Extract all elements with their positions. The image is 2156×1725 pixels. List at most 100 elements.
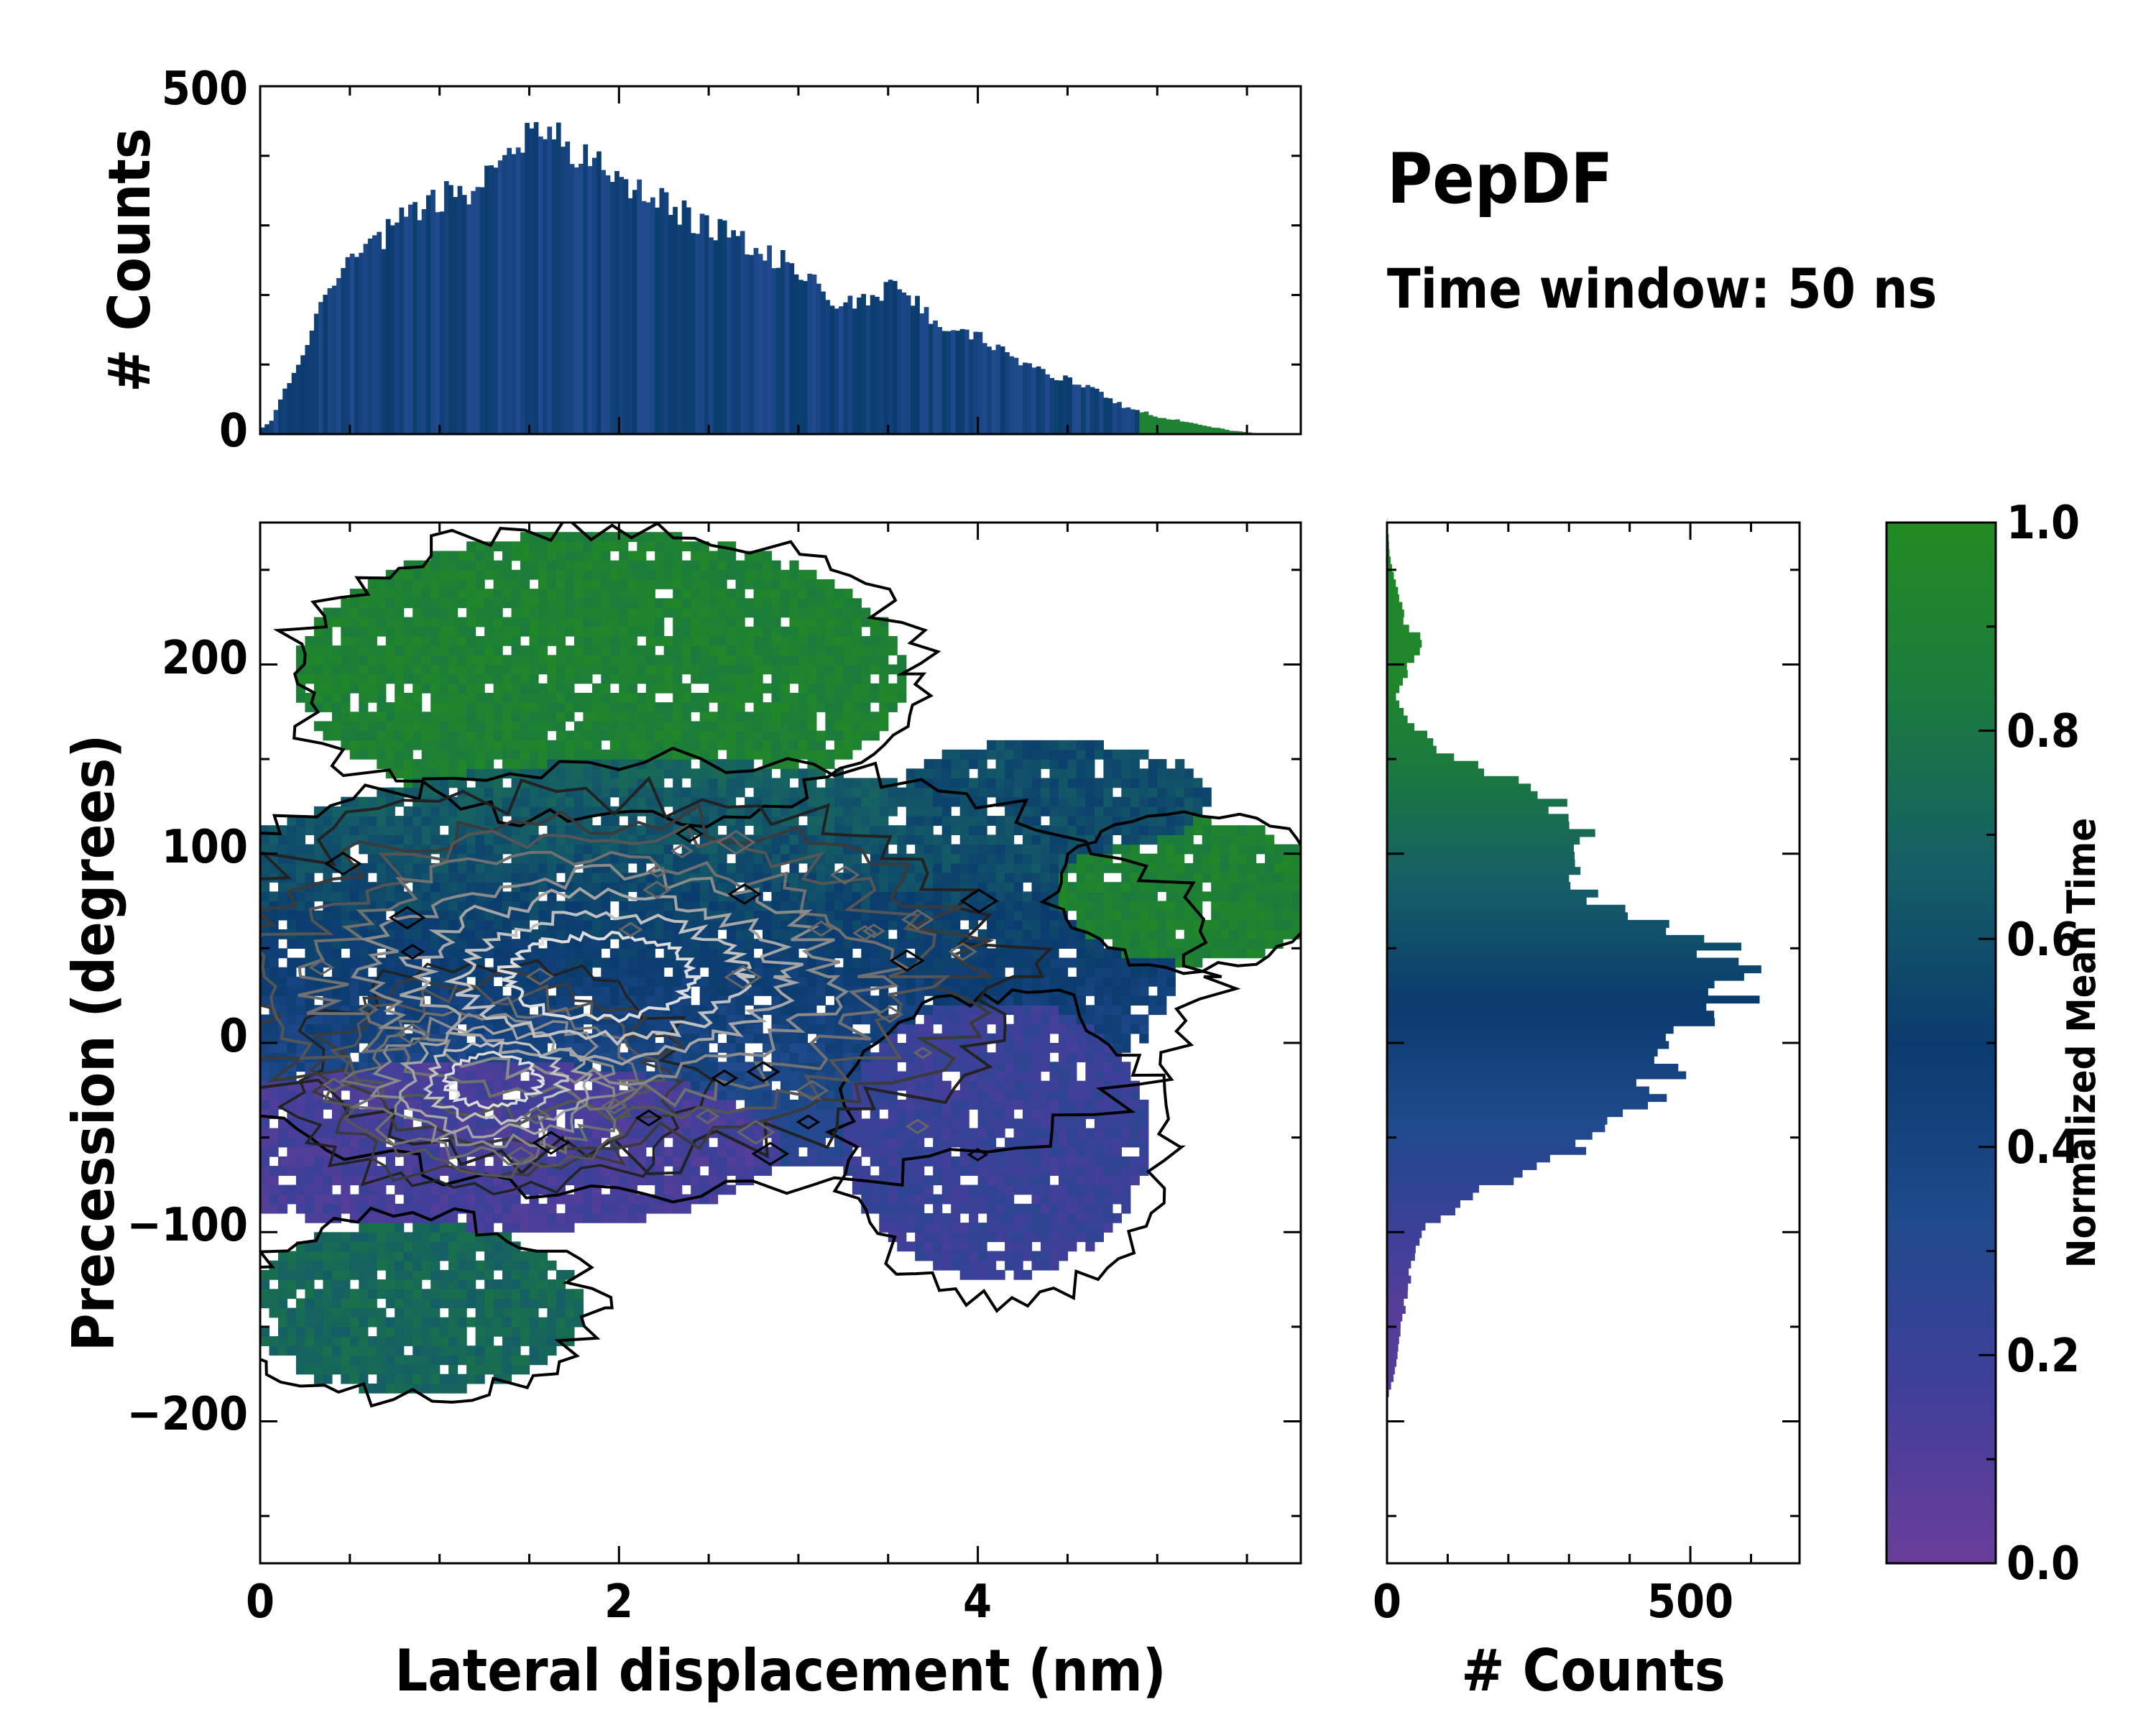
heatmap-cell bbox=[556, 1326, 566, 1337]
heatmap-cell bbox=[771, 607, 781, 618]
heatmap-cell bbox=[520, 873, 530, 883]
heatmap-cell bbox=[556, 796, 566, 807]
heatmap-cell bbox=[413, 598, 423, 609]
heatmap-cell bbox=[413, 1100, 423, 1110]
heatmap-cell bbox=[395, 1383, 405, 1394]
heatmap-cell bbox=[520, 1269, 530, 1280]
heatmap-cell bbox=[807, 796, 817, 807]
heatmap-cell bbox=[511, 1279, 521, 1289]
top-histogram-bar bbox=[349, 253, 355, 434]
heatmap-cell bbox=[341, 1232, 351, 1243]
heatmap-cell bbox=[341, 834, 351, 845]
heatmap-cell bbox=[403, 579, 413, 589]
heatmap-cell bbox=[331, 844, 341, 855]
heatmap-cell bbox=[834, 607, 844, 618]
heatmap-cell bbox=[807, 1024, 817, 1034]
heatmap-cell bbox=[331, 1137, 341, 1148]
heatmap-cell bbox=[305, 844, 315, 855]
heatmap-cell bbox=[763, 683, 773, 694]
heatmap-cell bbox=[745, 1033, 755, 1044]
heatmap-cell bbox=[735, 655, 745, 666]
heatmap-cell bbox=[511, 844, 521, 855]
heatmap-cell bbox=[341, 1184, 351, 1195]
heatmap-cell bbox=[313, 1260, 323, 1271]
heatmap-cell bbox=[413, 617, 423, 627]
heatmap-cell bbox=[529, 589, 539, 599]
heatmap-cell bbox=[565, 796, 575, 807]
heatmap-cell bbox=[627, 957, 637, 968]
heatmap-cell bbox=[484, 1260, 494, 1271]
heatmap-cell bbox=[717, 560, 727, 571]
heatmap-cell bbox=[484, 655, 494, 666]
heatmap-cell bbox=[385, 1346, 395, 1356]
heatmap-cell bbox=[771, 730, 781, 741]
heatmap-cell bbox=[430, 730, 441, 741]
heatmap-cell bbox=[619, 636, 629, 646]
heatmap-cell bbox=[727, 1146, 737, 1157]
heatmap-cell bbox=[763, 787, 773, 798]
heatmap-cell bbox=[260, 1336, 270, 1346]
heatmap-cell bbox=[538, 1203, 548, 1214]
heatmap-cell bbox=[637, 1024, 647, 1034]
heatmap-cell bbox=[278, 844, 288, 855]
heatmap-cell bbox=[556, 721, 566, 732]
heatmap-cell bbox=[852, 607, 862, 618]
top-histogram-bar bbox=[489, 165, 494, 434]
heatmap-cell bbox=[367, 1024, 377, 1034]
heatmap-cell bbox=[547, 834, 557, 845]
heatmap-cell bbox=[341, 712, 351, 722]
heatmap-cell bbox=[421, 1336, 431, 1346]
heatmap-cell bbox=[591, 1213, 602, 1223]
heatmap-cell bbox=[475, 551, 485, 561]
heatmap-cell bbox=[466, 862, 476, 873]
heatmap-cell bbox=[834, 939, 844, 949]
heatmap-cell bbox=[852, 910, 862, 921]
heatmap-cell bbox=[403, 730, 413, 741]
heatmap-cell bbox=[609, 749, 619, 760]
heatmap-cell bbox=[341, 636, 351, 646]
heatmap-cell bbox=[745, 1166, 755, 1176]
heatmap-cell bbox=[601, 598, 611, 609]
heatmap-cell bbox=[413, 1355, 423, 1366]
top-histogram-bar bbox=[632, 190, 637, 434]
top-histogram-bar bbox=[731, 230, 736, 434]
heatmap-cell bbox=[861, 1146, 871, 1157]
heatmap-cell bbox=[448, 1194, 459, 1205]
heatmap-cell bbox=[385, 1260, 395, 1271]
top-histogram-bar bbox=[825, 300, 831, 434]
heatmap-cell bbox=[789, 598, 799, 609]
heatmap-cell bbox=[331, 1166, 341, 1176]
heatmap-cell bbox=[538, 1213, 548, 1223]
heatmap-cell bbox=[556, 740, 566, 750]
heatmap-cell bbox=[502, 598, 512, 609]
heatmap-cell bbox=[627, 1213, 637, 1223]
top-histogram-bar bbox=[377, 231, 382, 434]
heatmap-cell bbox=[825, 853, 835, 864]
heatmap-cell bbox=[717, 692, 727, 703]
heatmap-cell bbox=[771, 645, 781, 656]
heatmap-cell bbox=[403, 692, 413, 703]
heatmap-cell bbox=[565, 948, 575, 959]
heatmap-cell bbox=[395, 1289, 405, 1300]
heatmap-cell bbox=[753, 986, 763, 996]
heatmap-cell bbox=[349, 1260, 359, 1271]
heatmap-cell bbox=[313, 645, 323, 656]
heatmap-cell bbox=[475, 1269, 485, 1280]
heatmap-cell bbox=[260, 1298, 270, 1309]
heatmap-cell bbox=[493, 740, 503, 750]
heatmap-cell bbox=[789, 579, 799, 589]
heatmap-cell bbox=[709, 1166, 719, 1176]
heatmap-cell bbox=[359, 1184, 369, 1195]
heatmap-cell bbox=[323, 891, 333, 902]
heatmap-cell bbox=[609, 768, 619, 779]
heatmap-cell bbox=[466, 569, 476, 580]
heatmap-cell bbox=[709, 683, 719, 694]
heatmap-cell bbox=[538, 1298, 548, 1309]
heatmap-cell bbox=[609, 532, 619, 542]
heatmap-cell bbox=[502, 825, 512, 835]
heatmap-cell bbox=[457, 1251, 467, 1261]
heatmap-cell bbox=[763, 882, 773, 892]
heatmap-cell bbox=[673, 721, 683, 732]
heatmap-cell bbox=[421, 730, 431, 741]
heatmap-cell bbox=[439, 655, 449, 666]
